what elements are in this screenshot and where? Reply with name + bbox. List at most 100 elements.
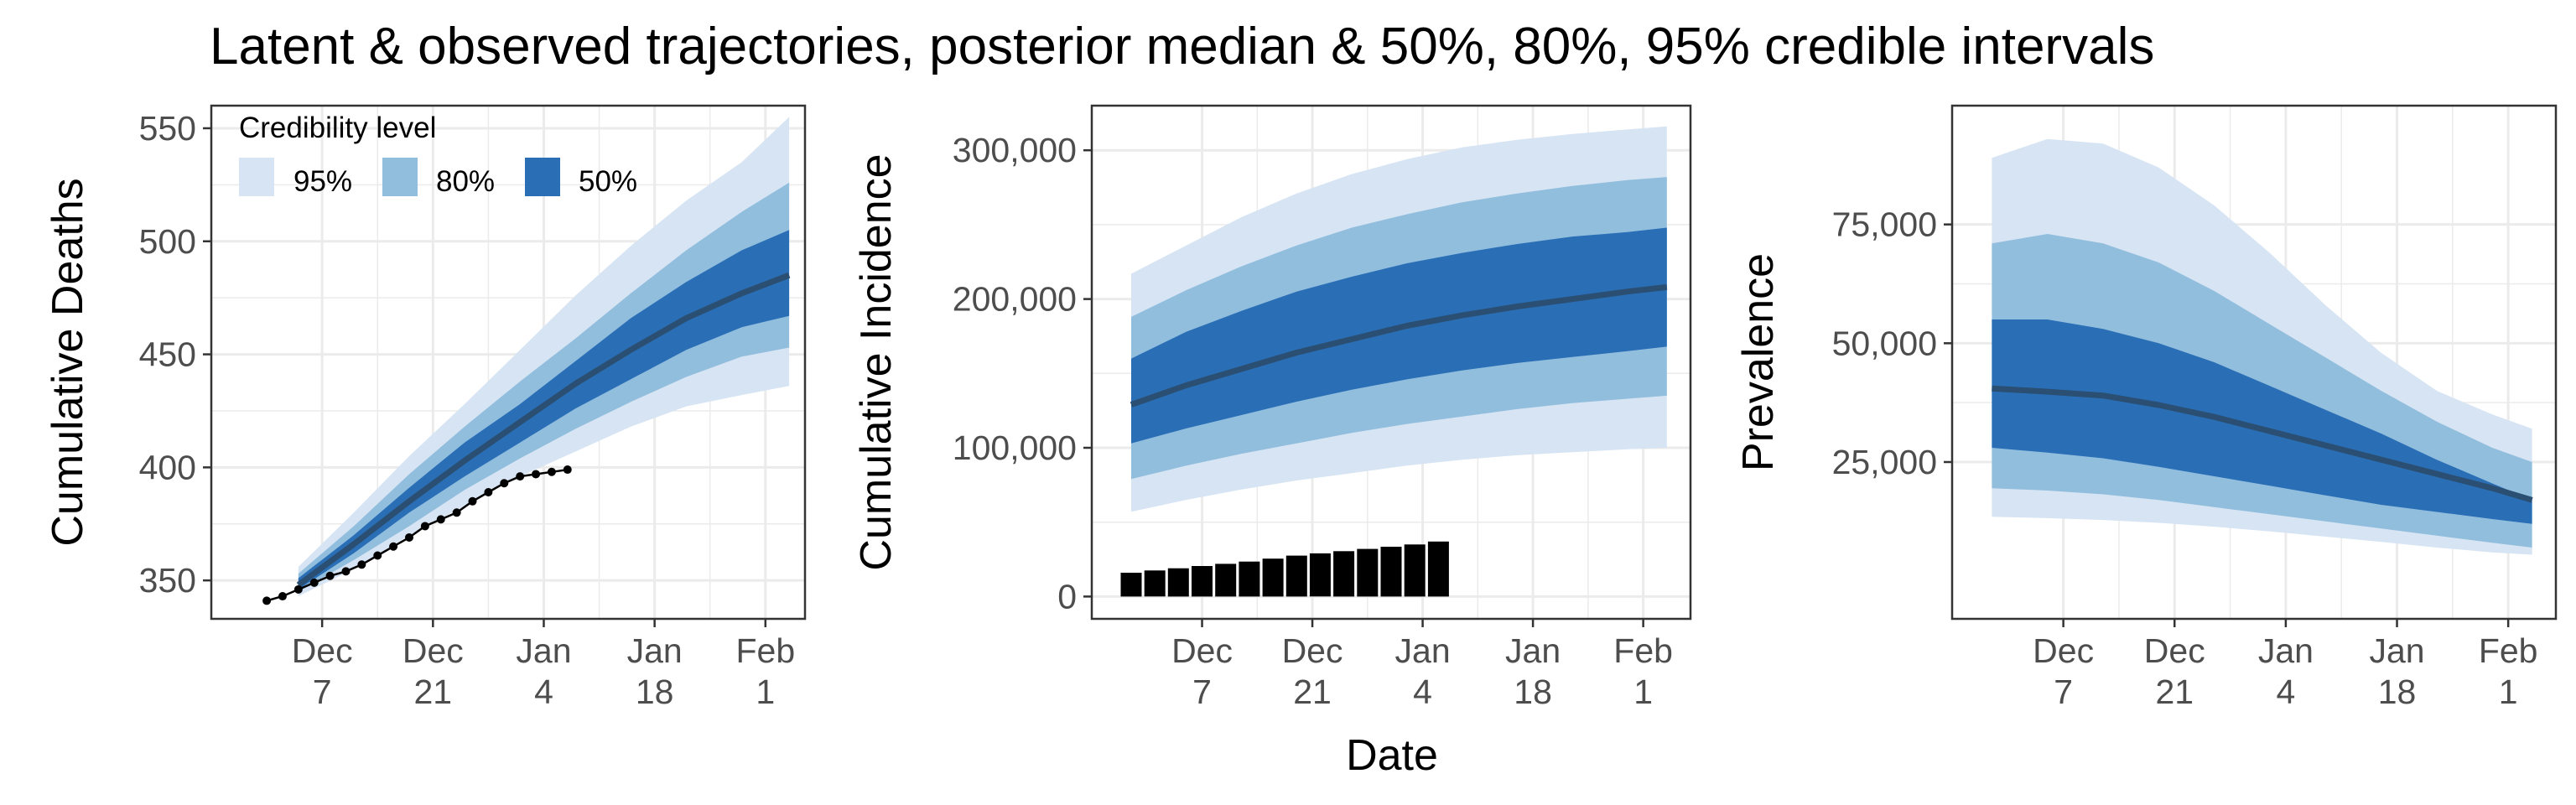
y-tick-label: 350: [139, 561, 196, 600]
y-tick-label: 550: [139, 109, 196, 148]
x-tick-label: Feb: [1613, 631, 1673, 670]
y-tick-label: 450: [139, 335, 196, 374]
band-50: [298, 230, 790, 589]
legend-label-80: 80%: [436, 165, 495, 198]
observed-point: [262, 596, 272, 605]
y-tick-label: 400: [139, 448, 196, 486]
legend: Credibility level 95% 80% 50%: [239, 112, 637, 198]
median-line: [296, 272, 791, 588]
legend-swatch-50: [525, 158, 560, 196]
incidence-bar: [1309, 553, 1331, 597]
x-tick-label: 18: [636, 673, 674, 711]
legend-label-95: 95%: [293, 165, 352, 198]
incidence-bar: [1404, 544, 1426, 597]
legend-label-50: 50%: [579, 165, 637, 198]
incidence-bar: [1262, 558, 1284, 597]
y-axis-label: Cumulative Incidence: [852, 153, 901, 570]
observed-point: [357, 560, 366, 569]
y-tick-label: 300,000: [953, 131, 1077, 169]
observed-point: [484, 488, 493, 497]
observed-point: [563, 465, 572, 475]
incidence-bar: [1427, 541, 1449, 597]
x-tick-label: 7: [313, 673, 332, 711]
x-tick-label: Jan: [1505, 631, 1561, 670]
incidence-bar: [1120, 573, 1142, 597]
x-tick-label: 1: [756, 673, 775, 711]
incidence-bar: [1239, 561, 1260, 597]
x-tick-label: 21: [414, 673, 453, 711]
incidence-bar: [1380, 547, 1402, 597]
observed-point: [468, 496, 477, 506]
observed-point: [293, 584, 303, 594]
median-line: [1130, 283, 1668, 408]
x-tick-label: Jan: [516, 631, 571, 670]
panel-border: [1090, 104, 1692, 621]
observed-point: [325, 571, 335, 580]
y-tick-label: 500: [139, 222, 196, 261]
observed-point: [405, 532, 413, 542]
observed-point: [452, 508, 461, 517]
panel-border: [210, 104, 807, 621]
panel-prevalence: 25,00050,00075,000Dec7Dec21Jan4Jan18Feb1…: [1734, 104, 2558, 711]
observed-point: [278, 592, 287, 601]
x-tick-label: 21: [1293, 673, 1332, 711]
x-tick-label: Dec: [402, 631, 464, 670]
panel-cumulative-incidence: 0100,000200,000300,000Dec7Dec21Jan4Jan18…: [852, 104, 1692, 711]
x-tick-label: Dec: [292, 631, 353, 670]
observed-point: [500, 479, 509, 488]
x-tick-label: 18: [1514, 673, 1552, 711]
panel-cumulative-deaths: 350400450500550Dec7Dec21Jan4Jan18Feb1Cum…: [44, 104, 807, 711]
x-tick-label: Dec: [2144, 631, 2205, 670]
y-tick-label: 75,000: [1832, 205, 1937, 244]
incidence-bar: [1333, 551, 1355, 597]
y-axis-label: Cumulative Deaths: [44, 178, 92, 546]
x-tick-label: 1: [1633, 673, 1653, 711]
x-tick-label: Feb: [735, 631, 795, 670]
incidence-bar: [1167, 568, 1189, 597]
observed-point: [420, 522, 429, 531]
incidence-bar: [1215, 564, 1237, 597]
x-tick-label: 1: [2499, 673, 2518, 711]
x-tick-label: 18: [2378, 673, 2417, 711]
band-50: [1992, 319, 2532, 524]
incidence-bar: [1192, 566, 1213, 597]
band-50: [1131, 227, 1667, 444]
y-tick-label: 50,000: [1832, 324, 1937, 362]
observed-point: [341, 567, 351, 576]
x-tick-label: Dec: [2033, 631, 2094, 670]
x-tick-label: Jan: [1395, 631, 1451, 670]
y-tick-label: 200,000: [953, 280, 1077, 319]
y-tick-label: 25,000: [1832, 443, 1937, 481]
observed-point: [373, 551, 382, 560]
x-tick-label: Dec: [1282, 631, 1343, 670]
y-axis-label: Prevalence: [1734, 253, 1783, 471]
observed-point: [389, 542, 398, 551]
legend-title: Credibility level: [239, 112, 436, 144]
x-tick-label: Feb: [2479, 631, 2538, 670]
panel-border: [1950, 104, 2558, 621]
x-tick-label: 4: [534, 673, 553, 711]
observed-point: [516, 472, 525, 481]
x-tick-label: Dec: [1171, 631, 1233, 670]
x-tick-label: Jan: [2258, 631, 2314, 670]
x-tick-label: 4: [1413, 673, 1432, 711]
legend-swatch-80: [382, 158, 418, 196]
x-tick-label: 7: [1192, 673, 1212, 711]
x-axis-label: Date: [1346, 731, 1438, 780]
incidence-bar: [1285, 555, 1307, 597]
x-tick-label: 21: [2155, 673, 2194, 711]
x-tick-label: 7: [2054, 673, 2073, 711]
observed-point: [436, 515, 445, 524]
x-tick-label: Jan: [627, 631, 683, 670]
median-line: [1992, 385, 2533, 503]
observed-point: [532, 470, 541, 479]
incidence-bar: [1144, 570, 1166, 597]
incidence-bar: [1357, 548, 1379, 597]
figure-title: Latent & observed trajectories, posterio…: [210, 18, 2154, 75]
legend-swatch-95: [239, 158, 274, 196]
observed-point: [309, 578, 319, 587]
y-tick-label: 100,000: [953, 428, 1077, 467]
y-tick-label: 0: [1057, 577, 1077, 615]
x-tick-label: Jan: [2369, 631, 2424, 670]
